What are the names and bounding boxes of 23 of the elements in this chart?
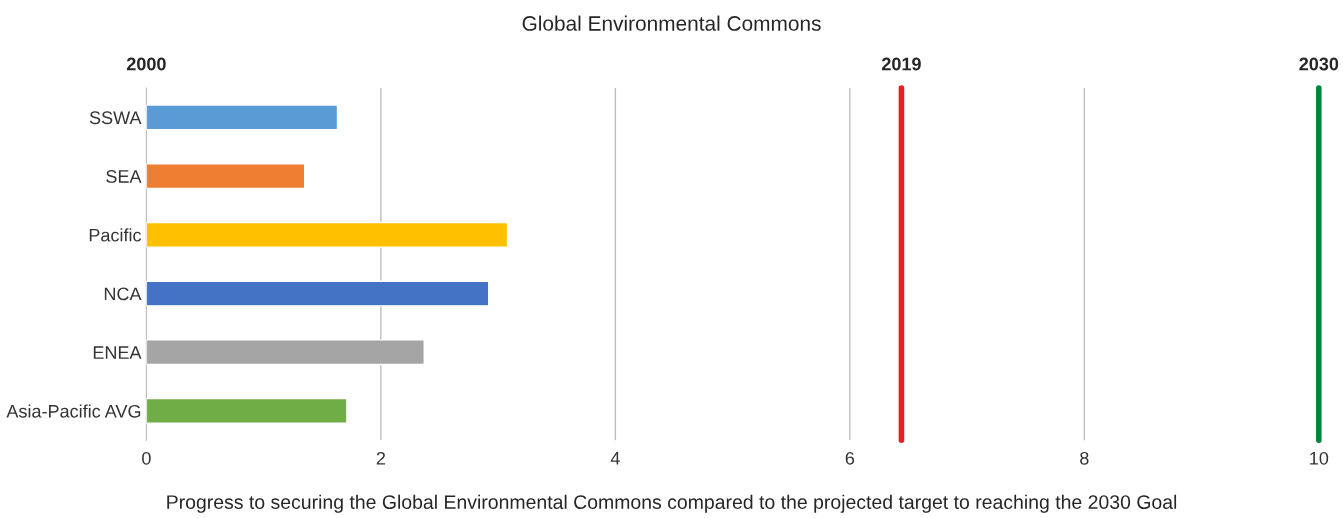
- bar: [146, 221, 509, 248]
- chart-title: Global Environmental Commons: [522, 15, 821, 31]
- y-tick-label: NCA: [104, 287, 142, 301]
- x-tick-label: 2: [376, 451, 385, 465]
- bar: [146, 104, 339, 131]
- y-tick-label: Pacific: [89, 228, 142, 242]
- y-tick-label: ENEA: [93, 346, 142, 359]
- x-tick-label: 4: [610, 452, 620, 465]
- bar: [146, 280, 490, 307]
- y-tick-label: SEA: [106, 170, 142, 183]
- bar: [146, 163, 306, 190]
- bar: [146, 339, 425, 366]
- text: 2019: [881, 57, 921, 71]
- x-tick-label: 8: [1080, 451, 1089, 465]
- x-tick-label: 6: [845, 451, 855, 465]
- x-tick-label: 10: [1310, 451, 1329, 465]
- bar: [146, 397, 348, 424]
- text: 2030: [1299, 57, 1339, 71]
- y-tick-label: SSWA: [89, 111, 142, 125]
- text: Progress to securing the Global Environmental Commons compared to the projected target to reaching the 2030 Goal: [167, 494, 1177, 513]
- x-tick-label: 0: [142, 451, 151, 465]
- y-tick-label: Asia-Pacific AVG: [6, 404, 141, 418]
- text: 2000: [126, 57, 166, 71]
